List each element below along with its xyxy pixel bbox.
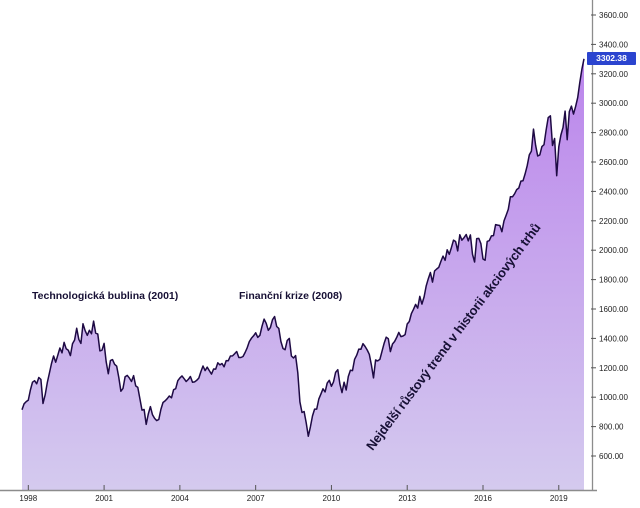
y-tick-label: 2800.00 xyxy=(599,129,628,138)
x-tick-label: 2019 xyxy=(550,494,568,503)
y-axis-ticks: 3600.00 3400.00 3200.00 3000.00 2800.00 2600.… xyxy=(591,11,628,461)
annotation-financial-crisis: Finanční krize (2008) xyxy=(239,290,343,302)
y-tick-label: 3000.00 xyxy=(599,99,628,108)
y-tick-label: 3600.00 xyxy=(599,11,628,20)
y-tick-label: 1600.00 xyxy=(599,305,628,314)
x-tick-label: 2001 xyxy=(95,494,113,503)
x-axis-ticks: 1998 2001 2004 2007 2010 2013 2016 2019 xyxy=(19,485,568,503)
y-tick-label: 1800.00 xyxy=(599,276,628,285)
y-tick-label: 3400.00 xyxy=(599,40,628,49)
x-tick-label: 2016 xyxy=(474,494,492,503)
last-price-badge: 3302.38 xyxy=(587,52,636,65)
x-tick-label: 2010 xyxy=(323,494,341,503)
y-tick-label: 2600.00 xyxy=(599,158,628,167)
y-tick-label: 1200.00 xyxy=(599,364,628,373)
x-tick-label: 2004 xyxy=(171,494,189,503)
y-tick-label: 1400.00 xyxy=(599,334,628,343)
y-tick-label: 2200.00 xyxy=(599,217,628,226)
x-tick-label: 2007 xyxy=(247,494,265,503)
y-tick-label: 2000.00 xyxy=(599,246,628,255)
price-line xyxy=(21,58,585,437)
y-tick-label: 600.00 xyxy=(599,452,624,461)
y-tick-label: 2400.00 xyxy=(599,187,628,196)
annotation-tech-bubble: Technologická bublina (2001) xyxy=(32,290,179,302)
axes xyxy=(0,0,597,492)
y-tick-label: 800.00 xyxy=(599,423,624,432)
y-tick-label: 1000.00 xyxy=(599,393,628,402)
y-tick-label: 3200.00 xyxy=(599,70,628,79)
x-tick-label: 1998 xyxy=(19,494,37,503)
x-tick-label: 2013 xyxy=(398,494,416,503)
area-fill xyxy=(22,58,584,491)
